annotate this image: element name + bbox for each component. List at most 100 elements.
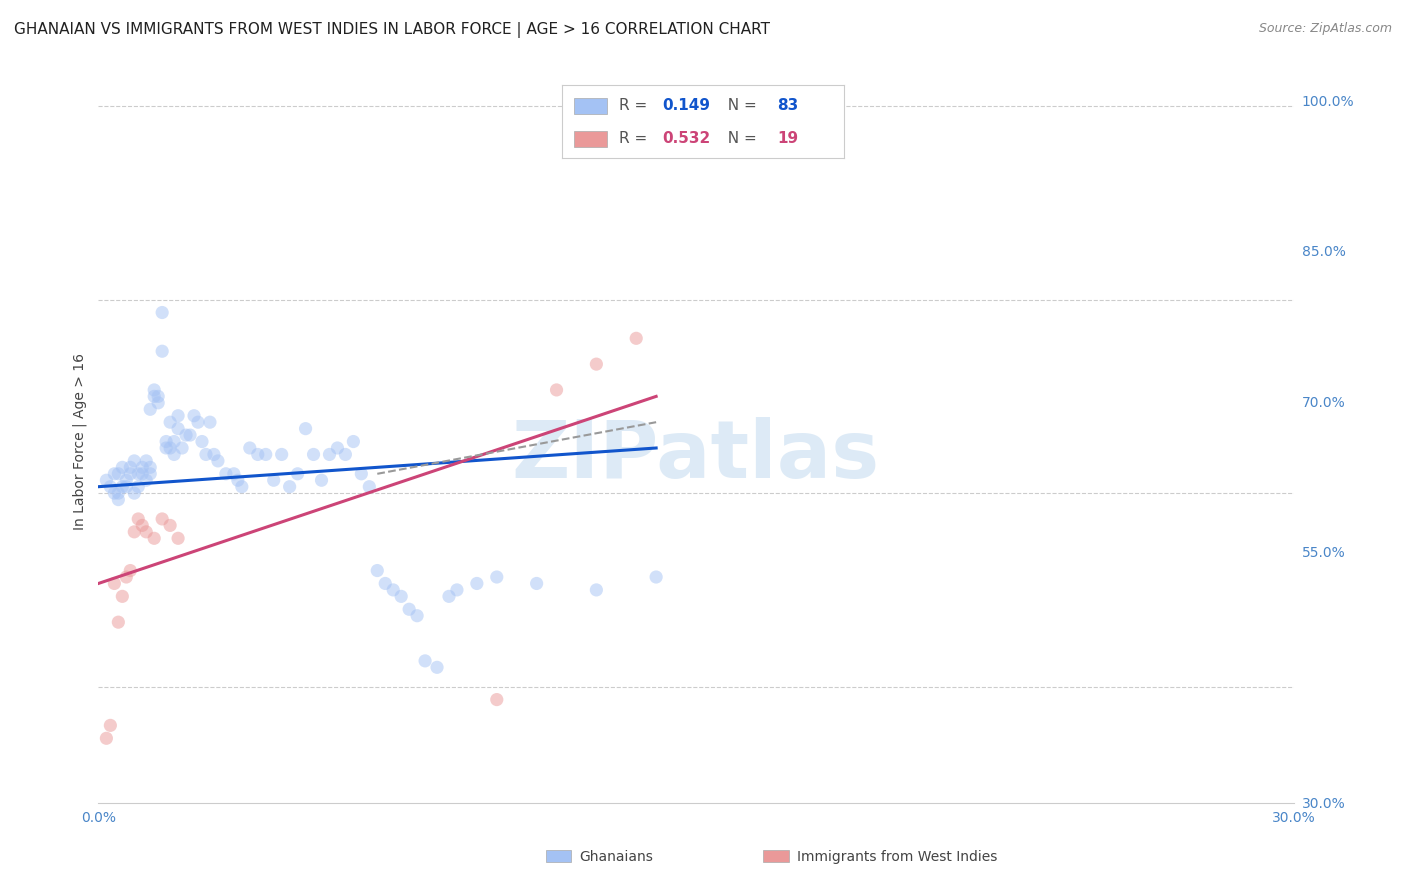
Point [124,486,146,500]
Point [139,402,162,417]
Point [585,582,607,597]
Point [150,512,173,526]
Point [135,473,157,487]
Point [103,486,125,500]
Point [311,473,333,487]
Point [111,460,134,475]
Point [159,441,181,455]
Point [287,467,309,481]
Point [163,434,186,449]
Point [202,447,225,461]
Point [139,467,162,481]
Point [143,531,166,545]
Point [645,570,668,584]
Point [131,518,153,533]
Text: Source: ZipAtlas.com: Source: ZipAtlas.com [1258,22,1392,36]
Bar [574,131,607,147]
Point [150,344,173,359]
Point [183,409,205,423]
Point [167,422,190,436]
Point [174,428,197,442]
Point [239,441,262,455]
Y-axis label: In Labor Force | Age > 16: In Labor Force | Age > 16 [73,353,87,530]
Point [294,422,316,436]
Point [382,582,405,597]
Point [111,480,134,494]
Point [426,660,449,674]
Point [107,486,129,500]
Point [167,409,190,423]
Point [350,467,373,481]
Point [120,564,142,578]
Point [187,415,209,429]
Point [107,492,129,507]
Point [263,473,285,487]
Point [155,441,177,455]
Text: GHANAIAN VS IMMIGRANTS FROM WEST INDIES IN LABOR FORCE | AGE > 16 CORRELATION CH: GHANAIAN VS IMMIGRANTS FROM WEST INDIES … [14,22,770,38]
Point [107,615,129,630]
Point [246,447,269,461]
Point [231,480,253,494]
Point [127,480,149,494]
Point [318,447,340,461]
Text: N =: N = [718,98,762,113]
Point [135,454,157,468]
Point [127,512,149,526]
Point [198,415,221,429]
Point [120,467,142,481]
Point [159,415,181,429]
Point [96,731,118,746]
Point [270,447,292,461]
Point [485,570,508,584]
Point [172,441,194,455]
Point [366,564,388,578]
Point [413,654,436,668]
Point [124,524,146,539]
Point [207,454,229,468]
Point [342,434,364,449]
Point [148,396,170,410]
Point [124,454,146,468]
Point [131,460,153,475]
Point [374,576,396,591]
Point [215,467,238,481]
Text: N =: N = [718,131,762,146]
Text: Immigrants from West Indies: Immigrants from West Indies [797,850,998,864]
Text: R =: R = [619,98,652,113]
Point [335,447,357,461]
Point [148,389,170,403]
Bar [546,850,571,862]
Point [446,582,468,597]
Point [302,447,325,461]
Bar [574,98,607,114]
Point [143,383,166,397]
Point [326,441,349,455]
Point [191,434,214,449]
Point [626,331,648,345]
Point [115,473,138,487]
Point [526,576,548,591]
Point [98,480,122,494]
Point [585,357,607,371]
Point [465,576,488,591]
Text: R =: R = [619,131,652,146]
Point [139,460,162,475]
Point [135,524,157,539]
Point [226,473,249,487]
Text: 19: 19 [778,131,799,146]
Text: 0.532: 0.532 [662,131,710,146]
Point [222,467,245,481]
Point [115,480,138,494]
Point [103,576,125,591]
Point [437,590,460,604]
Point [115,570,138,584]
Point [546,383,568,397]
Point [278,480,301,494]
Point [107,467,129,481]
Point [179,428,201,442]
Point [103,467,125,481]
Point [111,590,134,604]
Point [195,447,218,461]
Point [98,718,122,732]
Point [163,447,186,461]
